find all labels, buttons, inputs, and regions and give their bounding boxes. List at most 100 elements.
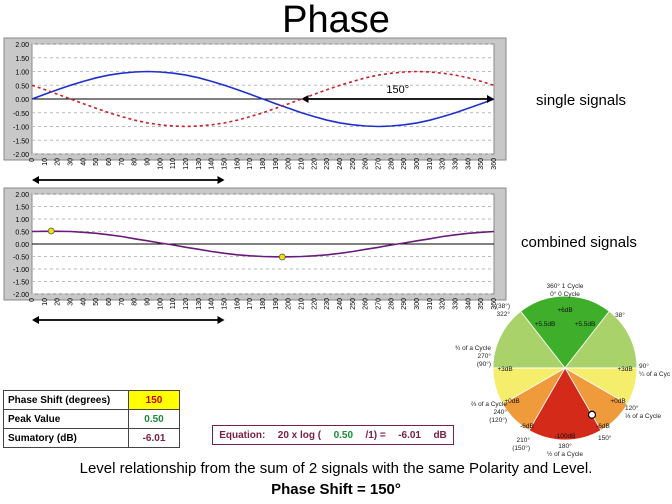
x-tick-label: 320: [440, 298, 447, 310]
x-tick-label: 270: [376, 158, 383, 170]
x-tick-label: 350: [478, 298, 485, 310]
wheel-level-label: -6dB: [596, 423, 610, 430]
wheel-label-240: 240°: [494, 408, 508, 416]
x-tick-label: 10: [42, 298, 49, 306]
wheel-label-top: 0° 0 Cycle: [550, 290, 580, 298]
summary-label: Phase Shift (degrees): [3, 390, 129, 410]
x-tick-label: 170: [247, 158, 254, 170]
wheel-level-label: +3dB: [617, 366, 632, 373]
y-tick-label: -1.50: [13, 138, 29, 145]
wheel-level-label: -6dB: [520, 423, 534, 430]
x-tick-label: 250: [350, 158, 357, 170]
wheel-label-210: (150°): [512, 444, 530, 452]
equation-mid: /1) =: [365, 429, 386, 441]
x-tick-label: 160: [234, 298, 241, 310]
x-tick-label: 190: [273, 298, 280, 310]
wheel-level-label: -100dB: [555, 433, 576, 440]
arrow-head-left: [32, 176, 39, 184]
y-tick-label: -1.00: [13, 125, 29, 132]
x-tick-label: 30: [68, 158, 75, 166]
wheel-label-150: 150°: [598, 434, 612, 442]
summary-value: 150: [128, 390, 180, 410]
x-tick-label: 310: [427, 158, 434, 170]
x-tick-label: 60: [106, 298, 113, 306]
x-tick-label: 80: [132, 158, 139, 166]
x-tick-label: 210: [299, 298, 306, 310]
x-tick-label: 160: [234, 158, 241, 170]
wheel-label-270: ¾ of a Cycle: [455, 345, 492, 352]
wheel-label-270: (90°): [477, 360, 491, 368]
x-tick-label: 310: [427, 298, 434, 310]
wheel-label-bottom: ½ of a Cycle: [547, 450, 584, 458]
wheel-label-top: 360° 1 Cycle: [547, 282, 584, 290]
summary-value: -6.01: [128, 428, 180, 448]
equation-prefix: Equation:: [219, 429, 266, 441]
x-tick-label: 200: [286, 298, 293, 310]
y-tick-label: 1.50: [15, 205, 29, 212]
wheel-level-label: +5.5dB: [535, 321, 556, 328]
summary-label: Sumatory (dB): [3, 428, 129, 448]
x-tick-label: 60: [106, 158, 113, 166]
series-line-0: [31, 230, 495, 258]
x-tick-label: 240: [337, 158, 344, 170]
x-tick-label: 0: [29, 298, 36, 302]
x-tick-label: 220: [311, 298, 318, 310]
x-tick-label: 0: [29, 158, 36, 162]
wheel-level-label: +0dB: [504, 398, 519, 405]
y-tick-label: 0.50: [15, 230, 29, 237]
page-title: Phase: [282, 0, 390, 41]
wheel-label-322: 322°: [497, 310, 511, 318]
combined-signals-label: combined signals: [521, 234, 637, 251]
summary-value: 0.50: [128, 409, 180, 429]
x-tick-label: 320: [440, 158, 447, 170]
x-tick-label: 70: [119, 298, 126, 306]
y-tick-label: 0.00: [15, 97, 29, 104]
equation-unit: dB: [433, 429, 447, 441]
x-tick-label: 30: [68, 298, 75, 306]
y-tick-label: 1.00: [15, 217, 29, 224]
y-tick-label: 1.50: [15, 56, 29, 63]
x-tick-label: 300: [414, 298, 421, 310]
x-tick-label: 240: [337, 298, 344, 310]
arrow-head-right: [217, 316, 225, 324]
y-tick-label: 2.00: [15, 42, 29, 49]
x-tick-label: 230: [324, 298, 331, 310]
x-tick-label: 360: [491, 158, 498, 170]
x-tick-label: 80: [132, 298, 139, 306]
x-tick-label: 260: [363, 158, 370, 170]
equation-result: -6.01: [398, 429, 421, 441]
single-signals-label: single signals: [536, 92, 627, 109]
x-tick-label: 20: [55, 158, 62, 166]
x-tick-label: 70: [119, 158, 126, 166]
x-tick-label: 100: [157, 298, 164, 310]
x-tick-label: 140: [209, 158, 216, 170]
x-tick-label: 330: [453, 158, 460, 170]
x-tick-label: 40: [80, 158, 87, 166]
wheel-level-label: +6dB: [557, 307, 572, 314]
wheel-label-270: 270°: [478, 352, 492, 360]
x-tick-label: 230: [324, 158, 331, 170]
wheel-sector: [492, 310, 566, 369]
single-signals-chart: 2.00 1.50 1.00 0.50 0.00 -0.50 -1.00 -1.50 -2.00…: [3, 37, 507, 184]
x-tick-label: 90: [145, 158, 152, 166]
x-tick-label: 340: [465, 298, 472, 310]
x-tick-label: 130: [196, 158, 203, 170]
y-tick-label: 0.00: [15, 242, 29, 249]
wheel-label-bottom: 180°: [558, 442, 572, 450]
x-tick-label: 290: [401, 158, 408, 170]
wheel-sector: [564, 310, 638, 369]
wheel-level-label: +0dB: [610, 398, 625, 405]
wheel-level-label: +3dB: [497, 366, 512, 373]
x-tick-label: 270: [376, 298, 383, 310]
y-tick-label: -2.00: [13, 152, 29, 159]
y-tick-label: -2.00: [13, 292, 29, 299]
x-tick-label: 280: [388, 158, 395, 170]
x-tick-label: 180: [260, 158, 267, 170]
equation-value: 0.50: [333, 429, 354, 441]
x-tick-label: 200: [286, 158, 293, 170]
wheel-label-120: ⅓ of a Cycle: [625, 413, 662, 420]
wheel-label-240: ⅔ of a Cycle: [471, 401, 508, 408]
x-tick-label: 220: [311, 158, 318, 170]
footer-description: Level relationship from the sum of 2 sig…: [79, 460, 593, 477]
